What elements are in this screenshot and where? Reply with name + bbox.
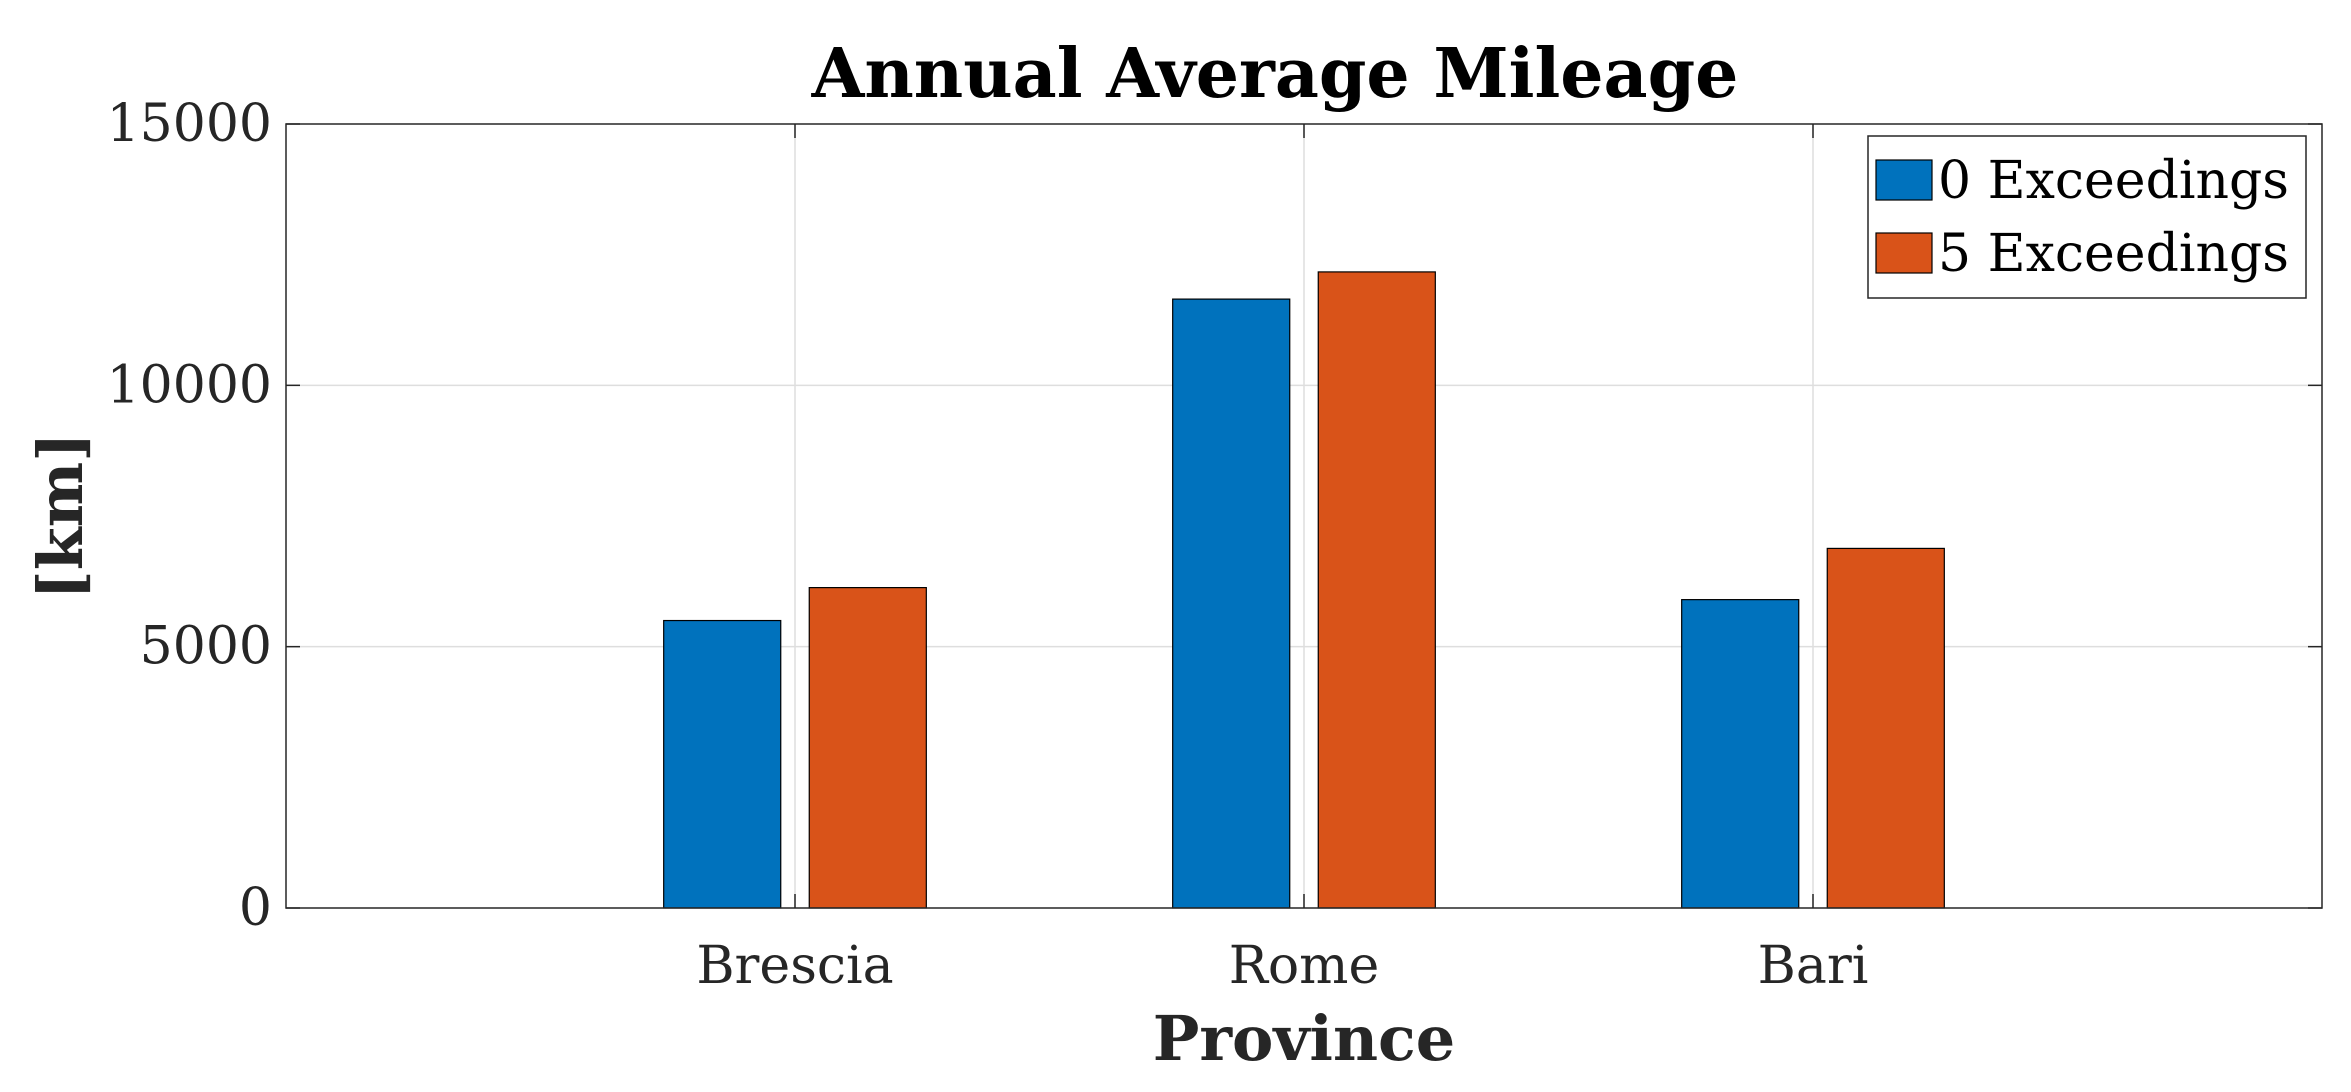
axis-ticks bbox=[286, 123, 2322, 909]
grid-lines bbox=[286, 124, 2322, 908]
y-tick-label: 10000 bbox=[107, 355, 272, 415]
legend-label-series-1: 5 Exceedings bbox=[1938, 224, 2289, 284]
legend-box bbox=[1867, 135, 2307, 299]
bar-bari-series-1 bbox=[1826, 547, 1945, 909]
y-tick-label: 15000 bbox=[107, 94, 272, 154]
legend-label-series-0: 0 Exceedings bbox=[1938, 151, 2289, 211]
legend: 0 Exceedings 5 Exceedings bbox=[1867, 135, 2307, 299]
x-axis-label: Province bbox=[1153, 1002, 1456, 1075]
x-tick-label-brescia: Brescia bbox=[696, 936, 893, 996]
bars bbox=[663, 271, 1945, 909]
bar-bari-series-0 bbox=[1681, 599, 1800, 909]
chart-title: Annual Average Mileage bbox=[811, 34, 1739, 114]
bar-brescia-series-1 bbox=[808, 587, 927, 909]
y-axis-tick-labels: 0 5000 10000 15000 bbox=[107, 94, 272, 938]
legend-swatch-series-0 bbox=[1875, 159, 1933, 201]
y-tick-label: 5000 bbox=[140, 617, 272, 677]
x-tick-label-rome: Rome bbox=[1229, 936, 1380, 996]
bar-brescia-series-0 bbox=[663, 619, 782, 909]
bar-rome-series-1 bbox=[1317, 271, 1436, 909]
y-tick-label: 0 bbox=[239, 878, 272, 938]
x-axis-tick-labels: Brescia Rome Bari bbox=[696, 936, 1868, 996]
y-axis-label: [km] bbox=[24, 432, 97, 599]
x-tick-label-bari: Bari bbox=[1758, 936, 1869, 996]
bar-rome-series-0 bbox=[1172, 298, 1291, 909]
legend-swatch-series-1 bbox=[1875, 232, 1933, 274]
